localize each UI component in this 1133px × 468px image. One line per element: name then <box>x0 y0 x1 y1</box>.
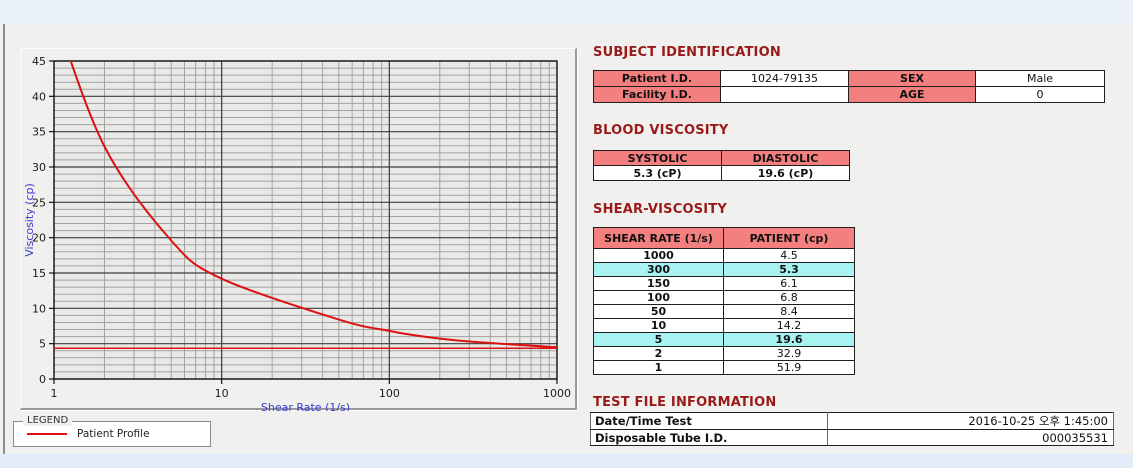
y-tick-label: 40 <box>32 90 46 103</box>
shear-rate-cell: 150 <box>593 276 724 291</box>
datetime-test-value: 2016-10-25 오후 1:45:00 <box>827 412 1114 430</box>
legend-entry: Patient Profile <box>14 422 210 446</box>
disposable-tube-id-label: Disposable Tube I.D. <box>590 429 828 446</box>
table-row: Patient I.D. 1024-79135 SEX Male <box>593 70 1105 87</box>
shear-viscosity-row: 2 32.9 <box>593 346 855 361</box>
shear-rate-header: SHEAR RATE (1/s) <box>593 227 724 249</box>
shear-rate-cell: 100 <box>593 290 724 305</box>
patient-cp-cell: 6.8 <box>723 290 855 305</box>
facility-id-label: Facility I.D. <box>593 86 721 103</box>
sex-value: Male <box>975 70 1105 87</box>
y-tick-label: 0 <box>39 373 46 386</box>
table-row: Facility I.D. AGE 0 <box>593 86 1105 103</box>
table-row: Date/Time Test 2016-10-25 오후 1:45:00 <box>590 412 1114 430</box>
systolic-header: SYSTOLIC <box>593 150 722 166</box>
subject-identification-table: Patient I.D. 1024-79135 SEX Male Facilit… <box>593 70 1105 103</box>
x-tick-label: 10 <box>215 387 229 400</box>
y-axis-label: Viscosity (cp) <box>23 183 36 257</box>
shear-rate-cell: 5 <box>593 332 724 347</box>
patient-id-value: 1024-79135 <box>720 70 849 87</box>
blood-viscosity-title: BLOOD VISCOSITY <box>593 123 729 138</box>
patient-cp-cell: 8.4 <box>723 304 855 319</box>
y-tick-label: 15 <box>32 267 46 280</box>
shear-viscosity-row: 5 19.6 <box>593 332 855 347</box>
patient-cp-header: PATIENT (cp) <box>723 227 855 249</box>
viscosity-chart-panel: 0 5 10 15 20 25 30 35 40 45 1 10 100 1000 Shear Rate (… <box>20 48 577 411</box>
shear-rate-cell: 50 <box>593 304 724 319</box>
disposable-tube-id-value: 000035531 <box>827 429 1114 446</box>
window-bottom-strip <box>0 454 1133 468</box>
x-tick-label: 100 <box>379 387 400 400</box>
y-tick-label: 10 <box>32 302 46 315</box>
shear-rate-cell: 1000 <box>593 248 724 263</box>
shear-rate-cell: 1 <box>593 360 724 375</box>
shear-rate-cell: 10 <box>593 318 724 333</box>
patient-profile-curve <box>69 61 557 349</box>
systolic-value: 5.3 (cP) <box>593 165 722 181</box>
series-line-swatch <box>27 433 67 435</box>
facility-id-value <box>720 86 849 103</box>
patient-cp-cell: 6.1 <box>723 276 855 291</box>
test-file-information-title: TEST FILE INFORMATION <box>593 395 777 410</box>
y-tick-label: 30 <box>32 161 46 174</box>
age-value: 0 <box>975 86 1105 103</box>
diastolic-value: 19.6 (cP) <box>721 165 850 181</box>
diastolic-header: DIASTOLIC <box>721 150 850 166</box>
legend-title: LEGEND <box>23 415 73 426</box>
table-header-row: SHEAR RATE (1/s) PATIENT (cp) <box>593 227 855 249</box>
y-tick-label: 25 <box>32 196 46 209</box>
x-axis-label: Shear Rate (1/s) <box>261 401 350 411</box>
shear-viscosity-row: 300 5.3 <box>593 262 855 277</box>
shear-viscosity-row: 150 6.1 <box>593 276 855 291</box>
subject-identification-title: SUBJECT IDENTIFICATION <box>593 45 781 60</box>
x-tick-label: 1000 <box>543 387 571 400</box>
legend-entry-label: Patient Profile <box>77 428 150 440</box>
datetime-test-label: Date/Time Test <box>590 412 828 430</box>
shear-viscosity-row: 10 14.2 <box>593 318 855 333</box>
shear-rate-cell: 2 <box>593 346 724 361</box>
blood-viscosity-table: SYSTOLIC DIASTOLIC 5.3 (cP) 19.6 (cP) <box>593 150 850 181</box>
patient-cp-cell: 14.2 <box>723 318 855 333</box>
table-row: SYSTOLIC DIASTOLIC <box>593 150 850 166</box>
age-label: AGE <box>848 86 976 103</box>
shear-viscosity-row: 1 51.9 <box>593 360 855 375</box>
patient-cp-cell: 5.3 <box>723 262 855 277</box>
shear-viscosity-row: 1000 4.5 <box>593 248 855 263</box>
patient-cp-cell: 51.9 <box>723 360 855 375</box>
table-row: 5.3 (cP) 19.6 (cP) <box>593 165 850 181</box>
shear-viscosity-table: SHEAR RATE (1/s) PATIENT (cp) 1000 4.5 300… <box>593 227 855 375</box>
y-tick-label: 35 <box>32 126 46 139</box>
shear-viscosity-row: 100 6.8 <box>593 290 855 305</box>
sex-label: SEX <box>848 70 976 87</box>
chart-legend: LEGEND Patient Profile <box>13 415 211 447</box>
table-row: Disposable Tube I.D. 000035531 <box>590 429 1114 446</box>
shear-rate-cell: 300 <box>593 262 724 277</box>
window-left-border <box>3 24 5 454</box>
shear-viscosity-title: SHEAR-VISCOSITY <box>593 202 727 217</box>
plot-area <box>54 61 557 379</box>
test-file-table: Date/Time Test 2016-10-25 오후 1:45:00 Dis… <box>590 412 1114 446</box>
patient-cp-cell: 32.9 <box>723 346 855 361</box>
shear-viscosity-row: 50 8.4 <box>593 304 855 319</box>
patient-id-label: Patient I.D. <box>593 70 721 87</box>
y-tick-label: 45 <box>32 55 46 68</box>
y-tick-label: 20 <box>32 232 46 245</box>
y-tick-label: 5 <box>39 338 46 351</box>
patient-cp-cell: 19.6 <box>723 332 855 347</box>
shear-viscosity-chart: 0 5 10 15 20 25 30 35 40 45 1 10 100 1000 Shear Rate (… <box>23 55 571 411</box>
x-tick-label: 1 <box>51 387 58 400</box>
patient-cp-cell: 4.5 <box>723 248 855 263</box>
